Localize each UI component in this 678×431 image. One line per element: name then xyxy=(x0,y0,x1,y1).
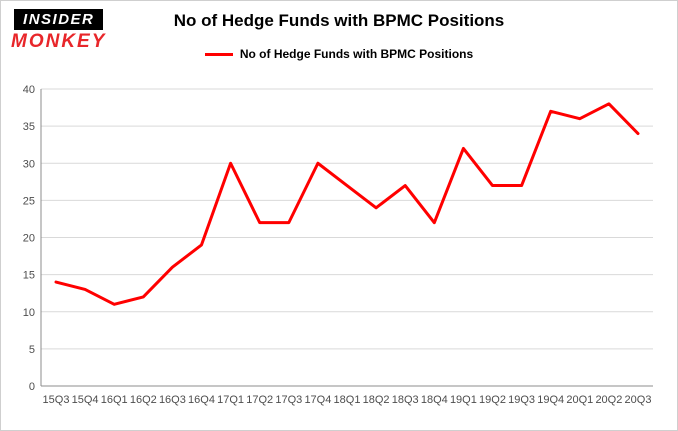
x-axis-label: 20Q3 xyxy=(625,394,652,406)
x-axis-label: 16Q4 xyxy=(188,394,215,406)
x-axis-label: 18Q3 xyxy=(392,394,419,406)
x-axis-label: 20Q1 xyxy=(566,394,593,406)
insider-monkey-logo: INSIDER MONKEY xyxy=(11,9,106,51)
x-axis-label: 19Q4 xyxy=(537,394,564,406)
chart-svg: 0 5 10 15 20 25 30 35 40 15Q3 15Q4 16Q1 16Q2 16Q3 16Q4… xyxy=(23,84,653,406)
x-axis-label: 18Q1 xyxy=(334,394,361,406)
x-axis-label: 19Q2 xyxy=(479,394,506,406)
y-axis-label: 20 xyxy=(23,233,35,245)
chart-legend: No of Hedge Funds with BPMC Positions xyxy=(204,47,474,61)
chart-header: INSIDER MONKEY No of Hedge Funds with BP… xyxy=(1,1,677,77)
legend-label: No of Hedge Funds with BPMC Positions xyxy=(239,47,474,61)
y-axis-label: 35 xyxy=(23,121,35,133)
y-axis-label: 0 xyxy=(29,381,35,393)
logo-insider-text: INSIDER xyxy=(14,9,104,30)
x-axis-label: 16Q1 xyxy=(101,394,128,406)
y-axis-label: 30 xyxy=(23,158,35,170)
x-axis-label: 18Q4 xyxy=(421,394,448,406)
y-axis-label: 15 xyxy=(23,270,35,282)
x-axis-label: 17Q3 xyxy=(275,394,302,406)
x-axis-label: 17Q2 xyxy=(246,394,273,406)
x-axis-label: 17Q1 xyxy=(217,394,244,406)
title-block: No of Hedge Funds with BPMC Positions No… xyxy=(1,11,677,61)
x-axis-label: 15Q3 xyxy=(43,394,70,406)
y-axis-label: 5 xyxy=(29,344,35,356)
x-axis-label: 16Q2 xyxy=(130,394,157,406)
y-axis-label: 10 xyxy=(23,307,35,319)
x-axis-label: 16Q3 xyxy=(159,394,186,406)
x-axis-label: 17Q4 xyxy=(304,394,331,406)
x-axis-label: 20Q2 xyxy=(595,394,622,406)
chart-title: No of Hedge Funds with BPMC Positions xyxy=(173,11,505,30)
logo-monkey-text: MONKEY xyxy=(11,31,107,52)
y-axis-label: 40 xyxy=(23,84,35,96)
y-axis-label: 25 xyxy=(23,195,35,207)
x-axis-label: 18Q2 xyxy=(363,394,390,406)
x-axis-label: 19Q3 xyxy=(508,394,535,406)
line-chart: 0 5 10 15 20 25 30 35 40 15Q3 15Q4 16Q1 16Q2 16Q3 16Q4… xyxy=(1,77,677,430)
x-axis-label: 15Q4 xyxy=(72,394,99,406)
x-axis-label: 19Q1 xyxy=(450,394,477,406)
legend-line-swatch xyxy=(204,52,233,56)
series-line xyxy=(54,102,640,306)
